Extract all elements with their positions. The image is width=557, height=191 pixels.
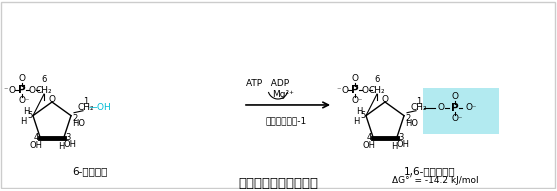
Text: CH₂: CH₂ — [78, 103, 94, 112]
Text: O: O — [437, 103, 444, 112]
Text: O: O — [351, 96, 359, 105]
Text: H: H — [353, 117, 359, 126]
Text: 5: 5 — [360, 111, 365, 120]
Text: 3: 3 — [398, 133, 403, 142]
Text: ⁻: ⁻ — [4, 86, 8, 95]
Text: 1: 1 — [84, 97, 89, 106]
Text: Mg²⁺: Mg²⁺ — [272, 90, 294, 99]
Text: ⁻: ⁻ — [358, 96, 362, 105]
Text: 1: 1 — [417, 97, 422, 106]
Text: P: P — [451, 103, 459, 113]
Text: 6-磷酸果糖: 6-磷酸果糖 — [72, 166, 108, 176]
Text: 2: 2 — [405, 114, 411, 123]
Text: 4: 4 — [367, 133, 372, 142]
Text: H: H — [58, 142, 65, 151]
Text: O: O — [351, 74, 359, 83]
Text: ⁻: ⁻ — [472, 103, 476, 112]
Text: O: O — [466, 103, 472, 112]
Text: P: P — [351, 85, 359, 95]
Text: H: H — [356, 107, 362, 116]
Text: O: O — [452, 114, 458, 123]
Text: H: H — [23, 107, 29, 116]
Text: H: H — [20, 117, 26, 126]
Text: 1,6-二磷酸果糖: 1,6-二磷酸果糖 — [404, 166, 456, 176]
Text: ⁻: ⁻ — [458, 114, 462, 123]
Text: ⁻: ⁻ — [337, 86, 341, 95]
Text: HO: HO — [405, 119, 418, 128]
Text: —OH: —OH — [89, 103, 111, 112]
Text: OH: OH — [363, 141, 376, 150]
Text: 6: 6 — [374, 75, 380, 84]
Text: OH: OH — [30, 141, 43, 150]
Text: OH: OH — [63, 140, 76, 149]
Text: 6: 6 — [41, 75, 47, 84]
Text: 4: 4 — [33, 133, 39, 142]
Text: H: H — [392, 142, 398, 151]
Text: O: O — [28, 86, 36, 95]
Text: ATP   ADP: ATP ADP — [246, 79, 290, 88]
Text: CH₂: CH₂ — [411, 103, 427, 112]
FancyBboxPatch shape — [423, 88, 499, 134]
Text: ΔG°′ = -14.2 kJ/mol: ΔG°′ = -14.2 kJ/mol — [392, 176, 478, 185]
Text: O: O — [48, 95, 56, 104]
Text: 5: 5 — [27, 111, 33, 120]
Text: OH: OH — [396, 140, 409, 149]
Text: O: O — [8, 86, 16, 95]
Text: HO: HO — [72, 119, 86, 128]
Text: 磷酸果糖激酶-1: 磷酸果糖激酶-1 — [265, 116, 306, 125]
Text: P: P — [18, 85, 26, 95]
Text: CH₂: CH₂ — [369, 86, 385, 95]
Text: O: O — [18, 74, 26, 83]
FancyBboxPatch shape — [1, 2, 555, 188]
Text: 3: 3 — [65, 133, 70, 142]
Text: ⁻: ⁻ — [25, 96, 29, 105]
Text: O: O — [452, 92, 458, 101]
Text: O: O — [18, 96, 26, 105]
Text: 图：磷酸果糖的磷酸化: 图：磷酸果糖的磷酸化 — [238, 177, 318, 190]
Text: O: O — [341, 86, 349, 95]
Text: O: O — [382, 95, 388, 104]
Text: CH₂: CH₂ — [36, 86, 52, 95]
Text: 2: 2 — [72, 114, 77, 123]
Text: O: O — [361, 86, 369, 95]
